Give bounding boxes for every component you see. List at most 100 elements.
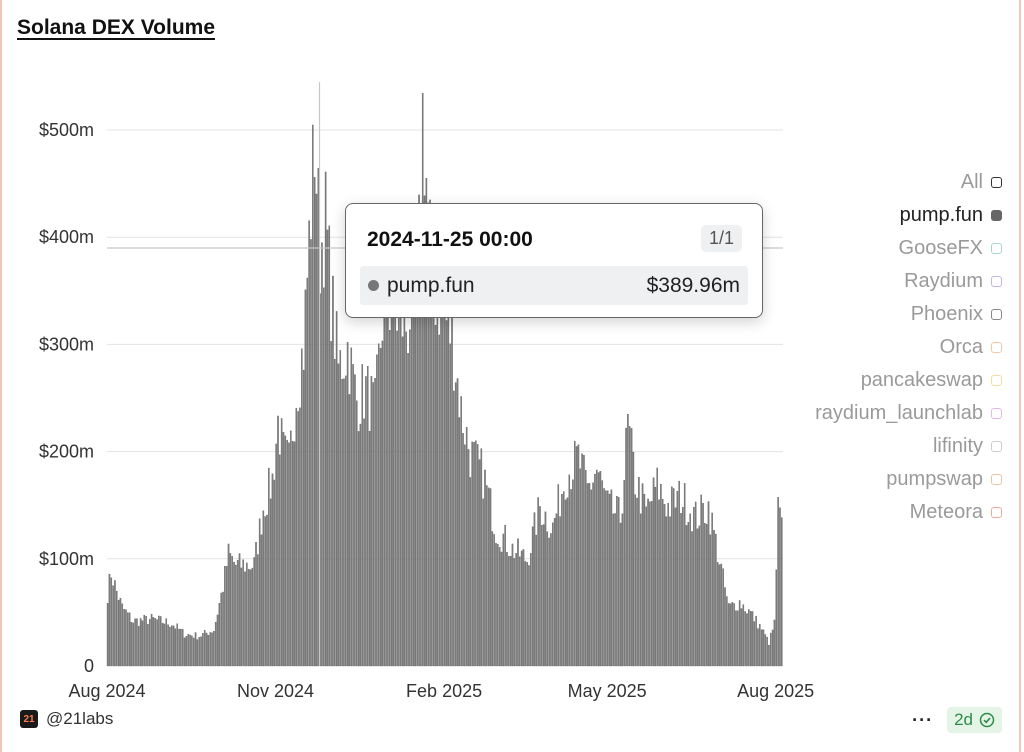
volume-bar[interactable] bbox=[707, 501, 710, 667]
legend-checkbox-icon[interactable] bbox=[991, 375, 1002, 386]
volume-bar[interactable] bbox=[345, 375, 347, 667]
volume-bar[interactable] bbox=[130, 622, 133, 667]
volume-bar[interactable] bbox=[106, 603, 109, 667]
volume-bar[interactable] bbox=[716, 562, 719, 667]
volume-bar[interactable] bbox=[262, 510, 265, 667]
volume-bar[interactable] bbox=[649, 501, 651, 667]
volume-bar[interactable] bbox=[603, 488, 605, 667]
volume-bar[interactable] bbox=[561, 493, 563, 667]
volume-bar[interactable] bbox=[434, 324, 437, 667]
volume-bar[interactable] bbox=[658, 499, 660, 667]
volume-bar[interactable] bbox=[405, 331, 407, 667]
volume-bar[interactable] bbox=[235, 564, 237, 667]
volume-bar[interactable] bbox=[524, 561, 527, 667]
volume-bar[interactable] bbox=[423, 195, 426, 667]
volume-bar[interactable] bbox=[165, 618, 168, 667]
volume-bar[interactable] bbox=[370, 376, 373, 667]
volume-bar[interactable] bbox=[302, 369, 305, 667]
volume-bar[interactable] bbox=[627, 413, 629, 667]
legend-checkbox-icon[interactable] bbox=[991, 210, 1002, 221]
volume-bar[interactable] bbox=[116, 590, 118, 667]
volume-bar[interactable] bbox=[568, 474, 571, 667]
volume-bar[interactable] bbox=[478, 459, 481, 667]
volume-bar[interactable] bbox=[522, 549, 525, 667]
volume-bar[interactable] bbox=[152, 617, 155, 667]
volume-bar[interactable] bbox=[552, 522, 554, 667]
legend-item[interactable]: Orca bbox=[742, 331, 1002, 364]
volume-bar[interactable] bbox=[213, 631, 215, 667]
volume-bar[interactable] bbox=[671, 486, 673, 667]
volume-bar[interactable] bbox=[625, 427, 627, 667]
volume-bar[interactable] bbox=[110, 577, 113, 667]
volume-bar[interactable] bbox=[570, 489, 572, 667]
volume-bar[interactable] bbox=[377, 343, 380, 667]
volume-bar[interactable] bbox=[502, 533, 505, 667]
volume-bar[interactable] bbox=[605, 490, 607, 667]
volume-bar[interactable] bbox=[260, 534, 263, 667]
volume-bar[interactable] bbox=[619, 522, 622, 667]
volume-bar[interactable] bbox=[291, 441, 294, 667]
volume-bar[interactable] bbox=[390, 317, 393, 667]
volume-bar[interactable] bbox=[497, 544, 499, 667]
volume-bar[interactable] bbox=[247, 568, 250, 667]
legend-checkbox-icon[interactable] bbox=[991, 276, 1002, 287]
volume-bar[interactable] bbox=[148, 619, 151, 667]
more-options-button[interactable]: ··· bbox=[912, 709, 934, 730]
volume-bar[interactable] bbox=[308, 220, 310, 667]
volume-bar[interactable] bbox=[224, 566, 226, 667]
volume-bar[interactable] bbox=[372, 382, 375, 667]
legend-checkbox-icon[interactable] bbox=[991, 342, 1002, 353]
volume-bar[interactable] bbox=[579, 468, 582, 667]
volume-bar[interactable] bbox=[575, 446, 578, 667]
volume-bar[interactable] bbox=[533, 512, 536, 667]
volume-bar[interactable] bbox=[475, 440, 477, 667]
volume-bar[interactable] bbox=[257, 554, 259, 667]
volume-bar[interactable] bbox=[555, 513, 558, 667]
legend-checkbox-icon[interactable] bbox=[991, 507, 1002, 518]
volume-bar[interactable] bbox=[169, 626, 171, 667]
volume-bar[interactable] bbox=[218, 603, 221, 667]
volume-bar[interactable] bbox=[616, 496, 618, 667]
volume-bar[interactable] bbox=[661, 498, 664, 667]
volume-bar[interactable] bbox=[456, 378, 459, 667]
volume-bar[interactable] bbox=[748, 609, 750, 667]
volume-bar[interactable] bbox=[376, 354, 378, 667]
volume-bar[interactable] bbox=[167, 624, 169, 667]
volume-bar[interactable] bbox=[269, 498, 272, 667]
volume-bar[interactable] bbox=[141, 620, 144, 667]
source-handle[interactable]: @21labs bbox=[46, 709, 114, 728]
volume-bar[interactable] bbox=[354, 374, 356, 667]
volume-bar[interactable] bbox=[781, 517, 783, 667]
volume-bar[interactable] bbox=[779, 507, 781, 667]
volume-bar[interactable] bbox=[641, 483, 644, 667]
volume-bar[interactable] bbox=[639, 513, 642, 667]
volume-bar[interactable] bbox=[672, 488, 675, 667]
volume-bar[interactable] bbox=[449, 343, 451, 667]
volume-bar[interactable] bbox=[427, 202, 429, 667]
volume-bar[interactable] bbox=[676, 491, 679, 667]
volume-bar[interactable] bbox=[323, 287, 325, 667]
volume-bar[interactable] bbox=[348, 394, 351, 667]
legend-checkbox-icon[interactable] bbox=[991, 243, 1002, 254]
volume-bar[interactable] bbox=[744, 611, 746, 667]
volume-bar[interactable] bbox=[383, 272, 386, 667]
volume-bar[interactable] bbox=[464, 444, 466, 667]
volume-bar[interactable] bbox=[225, 566, 228, 667]
volume-bar[interactable] bbox=[398, 307, 400, 667]
volume-bar[interactable] bbox=[764, 634, 767, 667]
volume-bar[interactable] bbox=[290, 430, 292, 667]
volume-bar[interactable] bbox=[482, 498, 484, 667]
volume-bar[interactable] bbox=[286, 439, 288, 667]
volume-bar[interactable] bbox=[546, 531, 549, 667]
volume-bar[interactable] bbox=[288, 442, 290, 667]
volume-bar[interactable] bbox=[484, 469, 486, 667]
volume-bar[interactable] bbox=[328, 225, 331, 667]
volume-bar[interactable] bbox=[112, 585, 114, 667]
volume-bar[interactable] bbox=[700, 494, 702, 667]
volume-bar[interactable] bbox=[757, 628, 759, 667]
volume-bar[interactable] bbox=[394, 310, 397, 667]
volume-bar[interactable] bbox=[185, 636, 188, 667]
volume-bar[interactable] bbox=[205, 632, 208, 667]
volume-bar[interactable] bbox=[310, 239, 312, 667]
volume-bar[interactable] bbox=[246, 562, 248, 667]
